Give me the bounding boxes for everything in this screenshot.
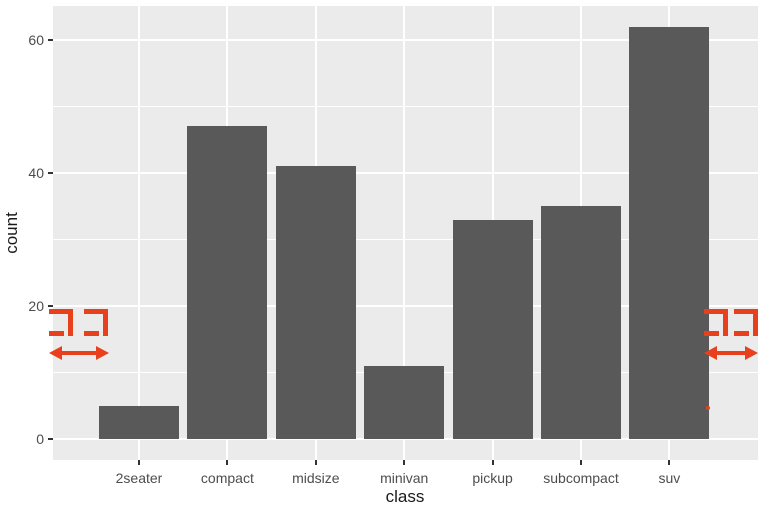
x-tick-label-2seater: 2seater <box>115 470 163 486</box>
x-tick-label-midsize: midsize <box>292 470 340 486</box>
gridline-minor <box>53 239 758 241</box>
gridline-major <box>53 38 758 41</box>
x-tick <box>138 460 140 465</box>
red-bracket-icon <box>84 309 108 336</box>
horizontal-resize-arrow-icon <box>49 346 109 360</box>
x-tick-label-minivan: minivan <box>380 470 429 486</box>
x-tick <box>668 460 671 465</box>
plot-panel <box>53 6 758 460</box>
bar-pickup <box>452 219 533 440</box>
y-tick <box>48 38 53 41</box>
x-tick <box>491 460 494 465</box>
y-tick <box>48 438 53 441</box>
bar-2seater <box>99 406 179 440</box>
y-tick-label-40: 40 <box>28 165 44 182</box>
red-bracket-icon <box>704 309 728 336</box>
y-tick <box>48 172 53 175</box>
gridline-major <box>53 438 758 441</box>
red-bracket-icon <box>49 309 73 336</box>
x-tick-label-pickup: pickup <box>472 470 513 486</box>
y-tick-label-0: 0 <box>36 431 44 448</box>
bar-compact <box>187 126 268 440</box>
annotation-left-group <box>49 309 159 365</box>
x-tick <box>403 460 406 465</box>
gridline-minor <box>53 106 758 108</box>
x-tick <box>226 460 229 465</box>
gridline-major <box>53 172 758 175</box>
gridline-vertical-2seater <box>138 6 140 460</box>
red-bracket-icon <box>734 309 758 336</box>
x-tick-label-compact: compact <box>200 470 254 486</box>
bar-suv <box>629 26 710 440</box>
x-tick-label-subcompact: subcompact <box>543 470 619 486</box>
gridline-major <box>53 305 758 308</box>
annotation-right-group <box>704 309 768 365</box>
y-tick <box>48 305 53 308</box>
bar-subcompact <box>541 206 621 440</box>
gridline-vertical-minivan <box>403 6 406 460</box>
y-tick-label-60: 60 <box>28 31 44 48</box>
horizontal-resize-arrow-icon <box>704 346 758 360</box>
x-axis-title: class <box>385 487 425 506</box>
bar-midsize <box>275 166 356 440</box>
red-dot-marker <box>706 406 710 410</box>
x-tick-label-suv: suv <box>658 470 681 486</box>
x-tick <box>580 460 582 465</box>
y-axis-title: count <box>2 212 21 254</box>
x-tick <box>314 460 317 465</box>
y-tick-label-20: 20 <box>28 298 44 315</box>
bar-minivan <box>364 366 445 440</box>
